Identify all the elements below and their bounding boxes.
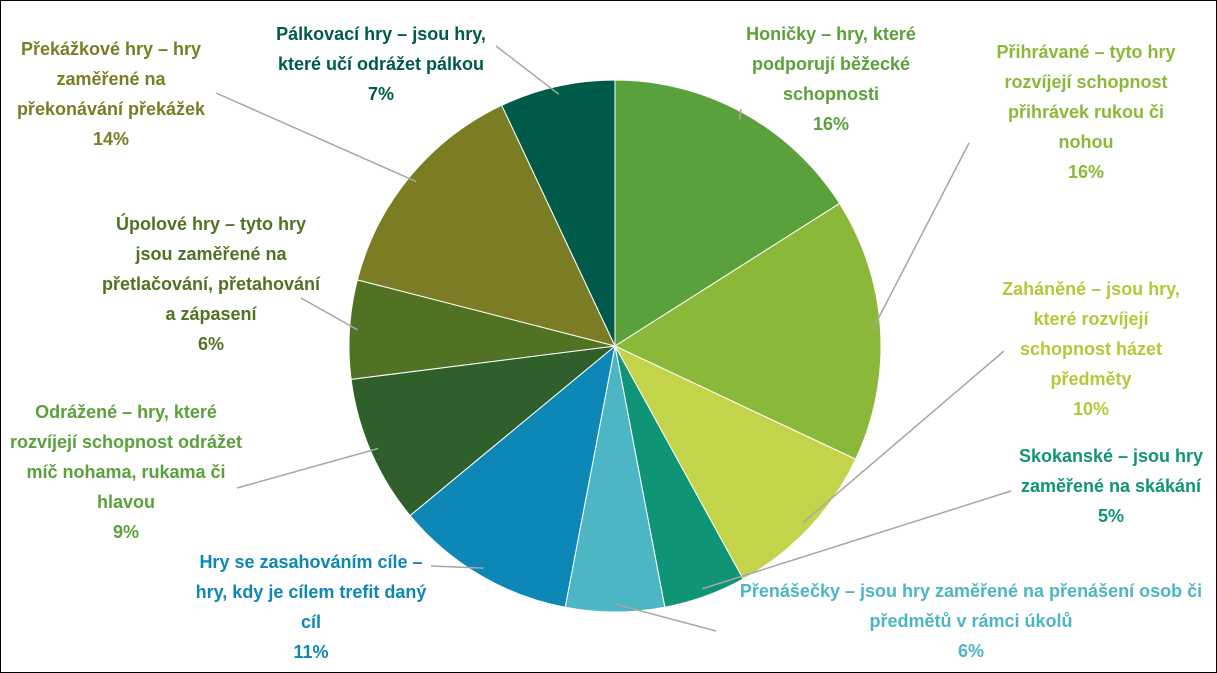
leader-line [614,603,717,632]
pie-slice [356,104,616,347]
pie-slice [350,345,617,517]
category-label: Skokanské – jsou hry zaměřené na skákání [1018,446,1204,496]
category-label: Honičky – hry, které podporují běžecké s… [746,24,916,104]
leader-line [702,490,1012,590]
category-label: Hry se zasahováním cíle – hry, kdy je cí… [195,552,427,632]
slice-label: Zaháněné – jsou hry, které rozvíjejí sch… [991,274,1191,424]
pie-slice [501,79,616,347]
slice-label: Odrážené – hry, které rozvíjejí schopnos… [6,397,246,547]
value-label: 11% [293,642,329,662]
value-label: 9% [112,522,139,542]
value-label: 5% [1097,506,1124,526]
slice-label: Přihrávané – tyto hry rozvíjejí schopnos… [981,37,1191,187]
slice-label: Hry se zasahováním cíle – hry, kdy je cí… [186,547,436,667]
value-label: 6% [197,334,224,354]
leader-line [430,565,484,569]
value-label: 16% [812,114,850,134]
slice-label: Pálkovací hry – jsou hry, které učí odrá… [256,19,506,109]
leader-line [871,142,970,331]
leader-line [215,92,417,183]
slice-label: Skokanské – jsou hry zaměřené na skákání… [1016,441,1206,531]
pie-slice [613,202,882,460]
pie-slice [614,79,841,347]
value-label: 10% [1072,399,1110,419]
slice-label: Úpolové hry – tyto hry jsou zaměřené na … [101,209,321,359]
leader-line [738,108,742,121]
leader-line [495,45,560,95]
category-label: Odrážené – hry, které rozvíjejí schopnos… [9,402,243,512]
leader-line [802,350,1005,524]
category-label: Překážkové hry – hry zaměřené na překoná… [16,39,206,119]
value-label: 16% [1067,162,1105,182]
category-label: Úpolové hry – tyto hry jsou zaměřené na … [101,214,321,324]
category-label: Zaháněné – jsou hry, které rozvíjejí sch… [1002,279,1180,389]
category-label: Přihrávané – tyto hry rozvíjejí schopnos… [996,42,1176,152]
category-label: Přenášečky – jsou hry zaměřené na přenáš… [739,581,1203,631]
slice-label: Přenášečky – jsou hry zaměřené na přenáš… [731,576,1211,666]
value-label: 7% [367,84,394,104]
leader-line [236,447,379,489]
value-label: 6% [957,641,984,661]
slice-label: Honičky – hry, které podporují běžecké s… [736,19,926,139]
slice-label: Překážkové hry – hry zaměřené na překoná… [6,34,216,154]
leader-line [300,297,358,331]
value-label: 14% [92,129,130,149]
category-label: Pálkovací hry – jsou hry, které učí odrá… [276,24,486,74]
pie-slice [409,344,616,608]
